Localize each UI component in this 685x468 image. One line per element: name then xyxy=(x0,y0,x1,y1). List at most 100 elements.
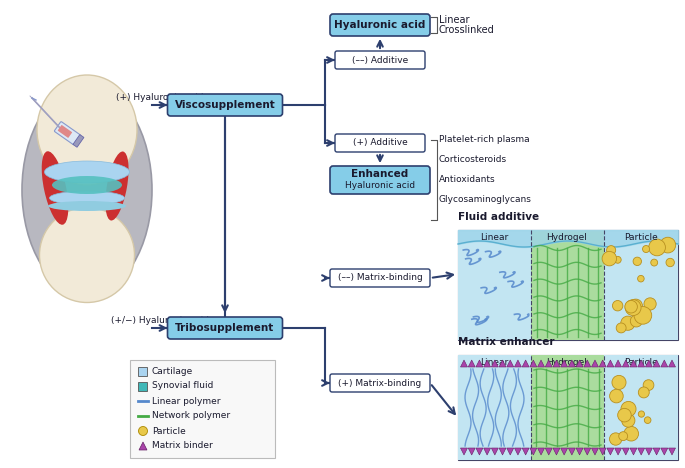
Text: Antioxidants: Antioxidants xyxy=(439,176,496,184)
Circle shape xyxy=(638,275,644,282)
Circle shape xyxy=(619,431,627,440)
Bar xyxy=(130,360,275,458)
Bar xyxy=(604,230,678,340)
Ellipse shape xyxy=(37,75,137,185)
Polygon shape xyxy=(569,448,575,455)
FancyBboxPatch shape xyxy=(335,134,425,152)
Circle shape xyxy=(624,426,638,441)
Polygon shape xyxy=(484,360,490,367)
Text: (––) Matrix-binding: (––) Matrix-binding xyxy=(338,273,423,283)
Ellipse shape xyxy=(22,85,152,295)
Text: (+) Matrix-binding: (+) Matrix-binding xyxy=(338,379,422,388)
Polygon shape xyxy=(638,360,645,367)
Bar xyxy=(138,382,147,391)
Text: Tribosupplement: Tribosupplement xyxy=(175,323,275,333)
Polygon shape xyxy=(607,360,614,367)
Text: Linear polymer: Linear polymer xyxy=(152,396,221,405)
Text: Matrix enhancer: Matrix enhancer xyxy=(458,337,554,347)
Text: Linear: Linear xyxy=(439,15,469,25)
Polygon shape xyxy=(576,448,583,455)
Circle shape xyxy=(633,257,641,265)
Text: (+) Hyaluronic acid: (+) Hyaluronic acid xyxy=(116,93,203,102)
Text: Corticosteroids: Corticosteroids xyxy=(439,155,507,164)
Polygon shape xyxy=(530,448,537,455)
Circle shape xyxy=(616,323,626,333)
Circle shape xyxy=(618,409,632,422)
Circle shape xyxy=(621,316,635,330)
Text: Particle: Particle xyxy=(624,358,658,367)
Polygon shape xyxy=(522,360,529,367)
Text: (+) Additive: (+) Additive xyxy=(353,139,408,147)
Circle shape xyxy=(638,387,649,398)
Polygon shape xyxy=(653,360,660,367)
Polygon shape xyxy=(622,448,630,455)
Text: Synovial fluid: Synovial fluid xyxy=(152,381,213,390)
Polygon shape xyxy=(476,448,483,455)
Bar xyxy=(458,355,531,460)
Text: Linear: Linear xyxy=(480,358,508,367)
Ellipse shape xyxy=(45,161,129,183)
Circle shape xyxy=(643,246,649,253)
Polygon shape xyxy=(638,448,645,455)
Circle shape xyxy=(602,251,616,266)
Polygon shape xyxy=(491,448,498,455)
Circle shape xyxy=(660,237,675,253)
Polygon shape xyxy=(538,448,545,455)
Circle shape xyxy=(612,375,626,389)
Polygon shape xyxy=(538,360,545,367)
Polygon shape xyxy=(669,360,675,367)
Text: Particle: Particle xyxy=(152,426,186,436)
Circle shape xyxy=(612,300,623,311)
Polygon shape xyxy=(661,360,668,367)
Circle shape xyxy=(625,300,641,315)
Text: Fluid additive: Fluid additive xyxy=(458,212,539,222)
Circle shape xyxy=(138,426,147,436)
Text: Network polymer: Network polymer xyxy=(152,411,230,421)
FancyBboxPatch shape xyxy=(58,125,72,138)
Ellipse shape xyxy=(42,151,68,225)
Polygon shape xyxy=(560,360,568,367)
Polygon shape xyxy=(591,448,599,455)
Polygon shape xyxy=(591,360,599,367)
Ellipse shape xyxy=(49,191,125,205)
Polygon shape xyxy=(139,442,147,450)
Polygon shape xyxy=(553,360,560,367)
Polygon shape xyxy=(560,448,568,455)
Text: Hyaluronic acid: Hyaluronic acid xyxy=(334,20,425,30)
Polygon shape xyxy=(614,360,621,367)
Ellipse shape xyxy=(48,201,126,211)
Text: Linear: Linear xyxy=(480,233,508,242)
Text: (+/−) Hyaluronic acid: (+/−) Hyaluronic acid xyxy=(111,316,209,325)
Circle shape xyxy=(645,417,651,424)
Circle shape xyxy=(666,258,674,267)
Text: Crosslinked: Crosslinked xyxy=(439,25,495,35)
Circle shape xyxy=(621,402,636,417)
FancyBboxPatch shape xyxy=(330,14,430,36)
Circle shape xyxy=(651,259,658,266)
Circle shape xyxy=(649,239,665,256)
Polygon shape xyxy=(553,448,560,455)
Polygon shape xyxy=(514,360,521,367)
Text: Hydrogel: Hydrogel xyxy=(547,233,588,242)
Ellipse shape xyxy=(40,207,134,302)
Bar xyxy=(604,355,678,460)
Circle shape xyxy=(638,411,645,417)
Polygon shape xyxy=(460,448,467,455)
FancyBboxPatch shape xyxy=(335,51,425,69)
FancyBboxPatch shape xyxy=(330,374,430,392)
Circle shape xyxy=(607,246,616,255)
Text: Matrix binder: Matrix binder xyxy=(152,441,213,451)
Polygon shape xyxy=(645,448,652,455)
Polygon shape xyxy=(460,360,467,367)
Polygon shape xyxy=(645,360,652,367)
Polygon shape xyxy=(599,360,606,367)
Polygon shape xyxy=(599,448,606,455)
Ellipse shape xyxy=(105,152,129,220)
Polygon shape xyxy=(622,360,630,367)
Circle shape xyxy=(630,315,643,327)
Polygon shape xyxy=(484,448,490,455)
Circle shape xyxy=(644,298,656,310)
Polygon shape xyxy=(607,448,614,455)
Polygon shape xyxy=(661,448,668,455)
FancyBboxPatch shape xyxy=(330,166,430,194)
